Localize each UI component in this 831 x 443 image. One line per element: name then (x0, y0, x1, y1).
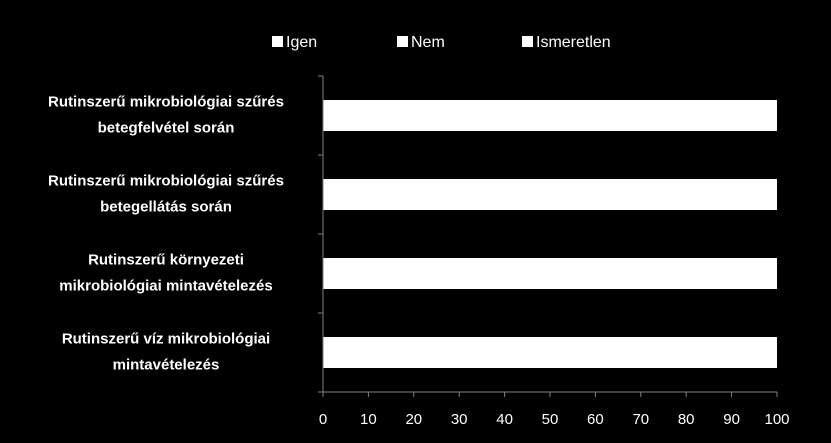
bars (323, 100, 777, 368)
category-labels: Rutinszerű mikrobiológiai szűrés betegfel… (48, 94, 284, 374)
category-label-4-line-1: Rutinszerű víz mikrobiológiai (62, 331, 270, 348)
bar-igen-4 (323, 337, 777, 368)
category-label-1-line-1: Rutinszerű mikrobiológiai szűrés (48, 94, 284, 111)
x-tick-label-0: 0 (319, 411, 327, 428)
category-label-2-line-2: betegellátás során (100, 199, 232, 216)
x-tick-label-10: 10 (360, 411, 377, 428)
legend-swatch-ismeretlen (522, 36, 533, 47)
axes (318, 75, 778, 397)
bar-igen-2 (323, 179, 777, 210)
bar-igen-1 (323, 100, 777, 131)
category-label-3-line-2: mikrobiológiai mintavételezés (59, 278, 272, 295)
x-tick-label-100: 100 (764, 411, 789, 428)
legend-label-ismeretlen: Ismeretlen (536, 34, 611, 51)
x-tick-label-90: 90 (723, 411, 740, 428)
legend-label-igen: Igen (286, 34, 317, 51)
legend: Igen Nem Ismeretlen (272, 34, 611, 51)
x-tick-label-20: 20 (405, 411, 422, 428)
category-label-2-line-1: Rutinszerű mikrobiológiai szűrés (48, 173, 284, 190)
category-label-4-line-2: mintavételezés (113, 357, 220, 374)
x-tick-labels: 0 10 20 30 40 50 60 70 80 90 100 (319, 411, 790, 428)
x-tick-label-60: 60 (587, 411, 604, 428)
x-tick-label-30: 30 (451, 411, 468, 428)
legend-swatch-nem (397, 36, 408, 47)
x-tick-label-40: 40 (496, 411, 513, 428)
category-label-3-line-1: Rutinszerű környezeti (88, 252, 244, 269)
bar-igen-3 (323, 258, 777, 289)
x-tick-label-50: 50 (542, 411, 559, 428)
x-tick-label-80: 80 (678, 411, 695, 428)
legend-label-nem: Nem (411, 34, 445, 51)
legend-swatch-igen (272, 36, 283, 47)
category-label-1-line-2: betegfelvétel során (98, 120, 235, 137)
x-tick-label-70: 70 (632, 411, 649, 428)
